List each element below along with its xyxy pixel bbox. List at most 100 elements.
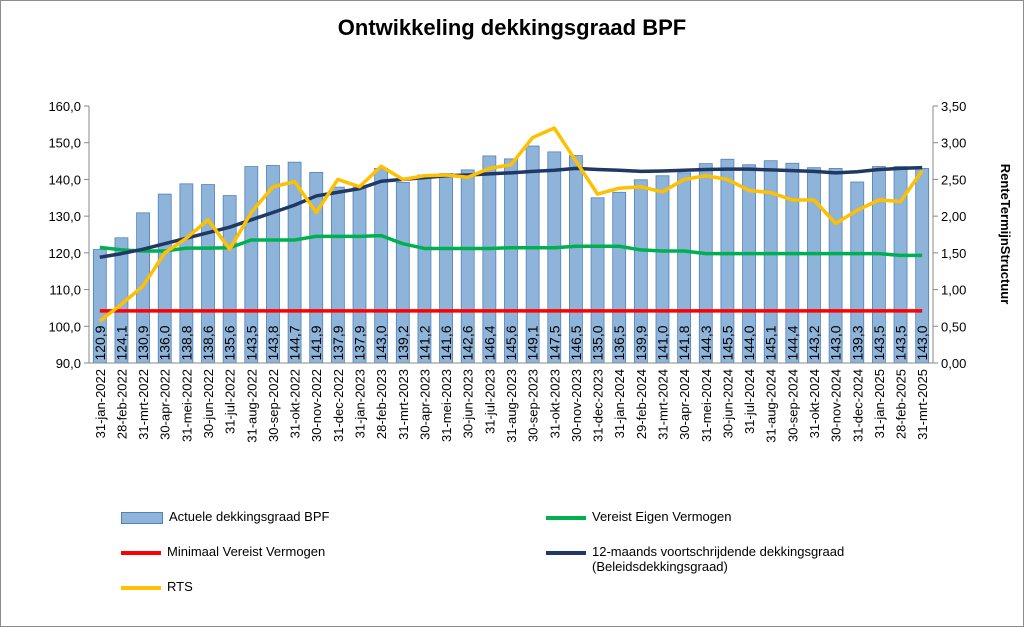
line-series	[99, 233, 923, 258]
data-label: 143,2	[806, 325, 822, 360]
x-tick-label: 28-feb-2023	[374, 369, 389, 439]
y-tick-label: 120,0	[48, 246, 81, 261]
legend-entry: Minimaal Vereist Vermogen	[121, 544, 431, 559]
data-label: 144,4	[784, 325, 800, 360]
y2-tick-label: 1,50	[941, 246, 966, 261]
line-series	[98, 126, 924, 323]
x-tick-label: 30-apr-2023	[417, 369, 432, 440]
x-tick-label: 28-feb-2025	[894, 369, 909, 439]
data-label: 146,5	[568, 325, 584, 360]
y-tick-label: 110,0	[49, 283, 81, 298]
x-tick-label: 31-jan-2025	[872, 369, 887, 438]
y2-tick-label: 3,50	[941, 99, 966, 114]
data-label: 143,5	[871, 325, 887, 360]
data-label: 141,9	[308, 325, 324, 360]
x-tick-label: 31-okt-2023	[547, 369, 562, 438]
y-tick-label: 140,0	[48, 172, 81, 187]
legend-swatch	[121, 551, 161, 555]
data-label: 143,0	[373, 325, 389, 360]
x-tick-label: 31-mei-2024	[699, 369, 714, 442]
x-tick-label: 31-aug-2022	[244, 369, 259, 443]
data-label: 144,0	[741, 325, 757, 360]
x-tick-label: 30-nov-2022	[309, 369, 324, 442]
y2-tick-label: 0,50	[941, 319, 966, 334]
y-tick-label: 90,0	[56, 356, 81, 371]
data-label: 139,3	[849, 325, 865, 360]
x-tick-label: 30-apr-2022	[158, 369, 173, 440]
x-tick-label: 30-jun-2024	[720, 369, 735, 438]
x-tick-label: 31-dec-2022	[331, 369, 346, 442]
data-label: 138,8	[178, 325, 194, 360]
x-tick-label: 31-mrt-2023	[396, 369, 411, 440]
data-label: 145,6	[503, 325, 519, 360]
y2-tick-label: 0,00	[941, 356, 966, 371]
legend-label: 12-maands voortschrijdende dekkingsgraad…	[592, 544, 845, 574]
x-tick-label: 31-dec-2024	[850, 369, 865, 442]
y2-tick-label: 1,00	[941, 283, 966, 298]
x-tick-label: 30-jun-2022	[201, 369, 216, 438]
y2-tick-label: 3,00	[941, 136, 966, 151]
data-label: 143,5	[243, 325, 259, 360]
x-tick-label: 31-mei-2023	[439, 369, 454, 442]
legend-entry: Vereist Eigen Vermogen	[546, 509, 856, 524]
x-tick-label: 30-nov-2023	[569, 369, 584, 442]
data-label: 146,4	[481, 325, 497, 360]
data-label: 124,1	[113, 325, 129, 360]
chart-title: Ontwikkeling dekkingsgraad BPF	[338, 15, 686, 40]
data-label: 139,2	[395, 325, 411, 360]
legend-swatch	[121, 512, 163, 524]
legend-swatch	[121, 586, 161, 590]
data-label: 141,2	[416, 325, 432, 360]
x-tick-label: 31-jul-2023	[482, 369, 497, 434]
x-tick-label: 31-aug-2023	[504, 369, 519, 443]
x-tick-label: 28-feb-2022	[114, 369, 129, 439]
legend-entry: 12-maands voortschrijdende dekkingsgraad…	[546, 544, 856, 574]
y-tick-label: 130,0	[48, 209, 81, 224]
x-tick-label: 31-okt-2024	[807, 369, 822, 438]
x-tick-label: 31-mrt-2022	[136, 369, 151, 440]
x-tick-label: 31-mrt-2024	[655, 369, 670, 440]
x-tick-label: 30-sep-2022	[266, 369, 281, 442]
x-tick-label: 31-jan-2023	[353, 369, 368, 438]
data-label: 143,8	[265, 325, 281, 360]
data-label: 120,9	[92, 325, 108, 360]
data-label: 149,1	[525, 325, 541, 360]
x-tick-label: 30-sep-2023	[526, 369, 541, 442]
data-label: 145,1	[763, 325, 779, 360]
y2-tick-label: 2,00	[941, 209, 966, 224]
legend-label: Actuele dekkingsgraad BPF	[169, 509, 330, 524]
data-label: 136,5	[611, 325, 627, 360]
data-label: 137,9	[330, 325, 346, 360]
x-tick-label: 31-jul-2022	[223, 369, 238, 434]
data-label: 130,9	[135, 325, 151, 360]
data-label: 141,0	[654, 325, 670, 360]
x-tick-label: 31-jan-2024	[612, 369, 627, 438]
data-label: 135,6	[222, 325, 238, 360]
x-tick-label: 31-jan-2022	[93, 369, 108, 438]
x-tick-label: 30-jun-2023	[461, 369, 476, 438]
x-tick-label: 31-dec-2023	[591, 369, 606, 442]
y2-tick-label: 2,50	[941, 172, 966, 187]
data-label: 136,0	[157, 325, 173, 360]
legend-label: Minimaal Vereist Vermogen	[167, 544, 326, 559]
y2-axis-label: RenteTermijnStructuur	[998, 164, 1013, 305]
legend-swatch	[546, 551, 586, 555]
data-label: 141,8	[676, 325, 692, 360]
data-label: 145,5	[719, 325, 735, 360]
data-label: 137,9	[352, 325, 368, 360]
x-tick-label: 31-mrt-2025	[915, 369, 930, 440]
data-label: 135,0	[590, 325, 606, 360]
legend-entry: Actuele dekkingsgraad BPF	[121, 509, 431, 524]
x-tick-label: 31-mei-2022	[179, 369, 194, 442]
data-label: 147,5	[546, 325, 562, 360]
y-tick-label: 160,0	[48, 99, 81, 114]
x-tick-label: 30-sep-2024	[785, 369, 800, 442]
data-label: 138,6	[200, 325, 216, 360]
legend-entry: RTS	[121, 579, 431, 594]
x-tick-label: 30-apr-2024	[677, 369, 692, 440]
x-tick-label: 30-nov-2024	[829, 369, 844, 442]
x-tick-label: 31-okt-2022	[288, 369, 303, 438]
data-label: 144,7	[287, 325, 303, 360]
line-series	[99, 165, 923, 259]
